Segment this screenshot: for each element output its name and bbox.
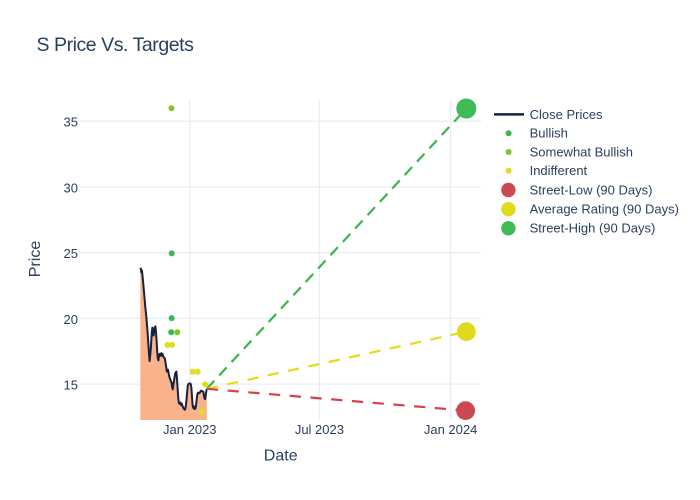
svg-text:25: 25 <box>64 246 78 261</box>
svg-text:Date: Date <box>264 448 298 465</box>
svg-text:Jul 2023: Jul 2023 <box>295 422 344 437</box>
svg-text:Somewhat Bullish: Somewhat Bullish <box>530 144 633 159</box>
svg-text:Price: Price <box>27 241 44 278</box>
svg-text:Average Rating (90 Days): Average Rating (90 Days) <box>530 202 679 217</box>
svg-text:30: 30 <box>64 180 78 195</box>
svg-text:35: 35 <box>64 115 78 130</box>
svg-text:Bullish: Bullish <box>530 126 568 141</box>
svg-text:Street-High (90 Days): Street-High (90 Days) <box>530 221 656 236</box>
svg-text:Jan 2024: Jan 2024 <box>424 422 478 437</box>
svg-text:Close Prices: Close Prices <box>530 107 603 122</box>
svg-text:20: 20 <box>64 312 78 327</box>
svg-text:Jan 2023: Jan 2023 <box>163 422 217 437</box>
svg-text:S Price Vs. Targets: S Price Vs. Targets <box>37 34 195 56</box>
svg-text:15: 15 <box>64 378 78 393</box>
svg-text:Indifferent: Indifferent <box>530 163 588 178</box>
svg-text:Street-Low (90 Days): Street-Low (90 Days) <box>530 182 653 197</box>
